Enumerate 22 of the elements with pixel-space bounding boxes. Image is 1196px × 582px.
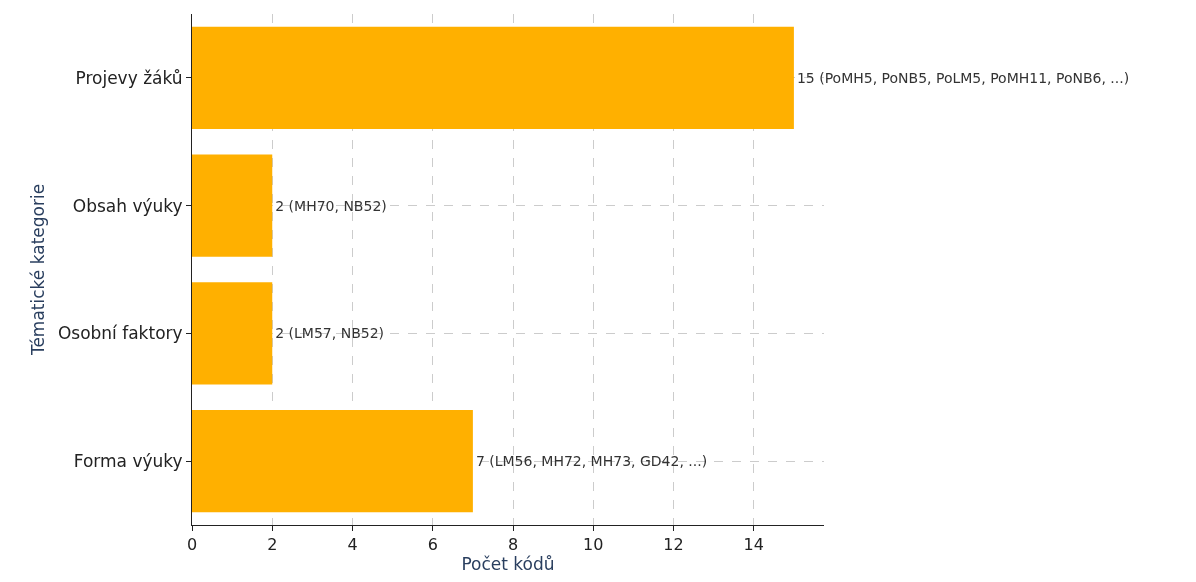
x-tick-label: 12: [663, 535, 684, 555]
data-label: 2 (LM57, NB52): [275, 325, 385, 342]
y-tick-label: Projevy žáků: [75, 67, 183, 88]
y-tick-label: Forma výuky: [73, 451, 183, 472]
x-tick-label: 8: [507, 535, 519, 555]
bar: [192, 154, 273, 257]
y-axis-title: Tématické kategorie: [28, 183, 49, 357]
bar: [192, 26, 794, 129]
x-tick-label: 4: [347, 535, 358, 555]
x-tick-label: 2: [267, 535, 278, 555]
x-tick-label: 14: [743, 535, 764, 555]
data-label: 2 (MH70, NB52): [275, 197, 387, 214]
y-tick-label: Osobní faktory: [57, 323, 183, 344]
x-tick-label: 6: [427, 535, 438, 555]
bar: [192, 410, 473, 513]
x-tick-label: 10: [583, 535, 604, 555]
data-label: 15 (PoMH5, PoNB5, PoLM5, PoMH11, PoNB6, ...): [796, 69, 1130, 86]
bar: [192, 282, 273, 385]
x-tick-label: 0: [186, 535, 198, 555]
y-tick-label: Obsah výuky: [72, 195, 183, 216]
data-label: 7 (LM56, MH72, MH73, GD42, ...): [475, 453, 708, 470]
x-axis-title: Počet kódů: [461, 554, 555, 575]
